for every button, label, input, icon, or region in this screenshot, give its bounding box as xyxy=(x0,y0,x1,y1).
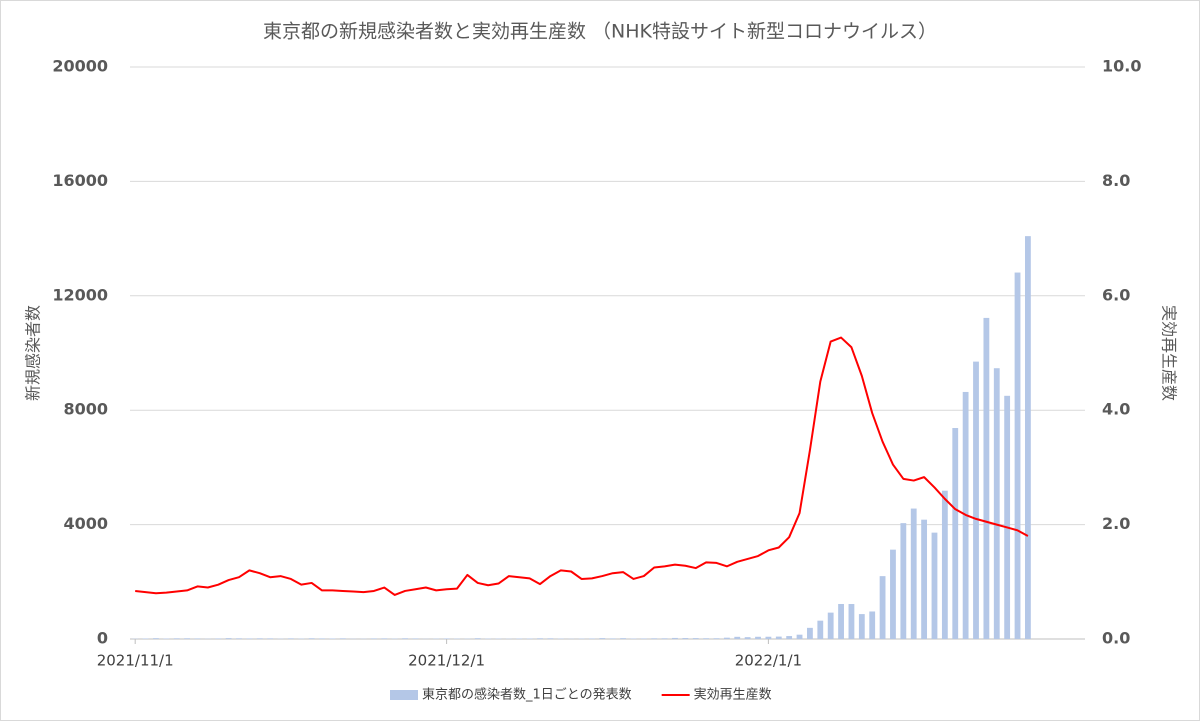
bar xyxy=(900,523,907,639)
chart-title: 東京都の新規感染者数と実効再生産数 （NHK特設サイト新型コロナウイルス） xyxy=(263,21,937,43)
bar xyxy=(1014,272,1021,639)
bar xyxy=(287,638,294,639)
bar xyxy=(526,638,533,639)
bar xyxy=(817,620,824,639)
bar xyxy=(775,636,782,639)
bar xyxy=(723,637,730,639)
bar xyxy=(682,638,689,639)
bar xyxy=(339,638,346,639)
bar xyxy=(153,638,159,639)
y-axis-title: 新規感染者数 xyxy=(24,305,43,401)
bar xyxy=(796,634,803,639)
line xyxy=(135,336,1029,596)
bar xyxy=(952,428,959,639)
bar xyxy=(827,612,834,639)
bar xyxy=(516,638,523,639)
bar xyxy=(1004,395,1011,639)
bar xyxy=(246,638,253,639)
bar xyxy=(838,603,844,639)
bar xyxy=(225,638,232,639)
bar xyxy=(755,636,761,639)
bar xyxy=(371,638,377,639)
bar xyxy=(941,490,948,639)
bar xyxy=(184,638,190,639)
bar xyxy=(879,576,886,639)
bar xyxy=(651,638,658,639)
bar xyxy=(931,532,938,639)
y2-tick-label: 8.0 xyxy=(1102,171,1130,190)
y-tick-label: 0 xyxy=(97,629,108,648)
bar xyxy=(589,638,595,639)
bar xyxy=(921,519,928,639)
legend-label: 東京都の感染者数_1日ごとの発表数 xyxy=(422,687,632,703)
bar xyxy=(858,614,865,639)
bar xyxy=(599,638,606,639)
bar xyxy=(412,638,419,639)
bar xyxy=(173,638,180,639)
y2-tick-label: 0.0 xyxy=(1102,629,1130,648)
legend-swatch xyxy=(390,690,418,700)
bar xyxy=(848,604,855,639)
y-tick-label: 4000 xyxy=(63,514,108,533)
y2-axis-title: 実効再生産数 xyxy=(1160,305,1179,401)
bar xyxy=(537,638,543,639)
bar xyxy=(381,638,388,639)
bar xyxy=(329,638,336,639)
bar xyxy=(267,638,274,639)
y-tick-label: 8000 xyxy=(63,400,108,419)
bar xyxy=(703,638,710,639)
y2-tick-label: 4.0 xyxy=(1102,400,1130,419)
bar xyxy=(786,636,793,639)
y2-tick-label: 2.0 xyxy=(1102,514,1130,533)
bar xyxy=(661,638,668,639)
bar xyxy=(142,638,149,639)
bar xyxy=(236,638,242,639)
bar xyxy=(973,361,979,639)
bar xyxy=(807,627,813,639)
bar xyxy=(402,638,408,639)
y2-tick-label: 6.0 xyxy=(1102,285,1130,304)
x-tick-label: 2021/11/1 xyxy=(97,652,174,670)
bar xyxy=(640,638,647,639)
bar xyxy=(194,638,201,639)
bar xyxy=(1025,236,1031,640)
bar xyxy=(443,638,450,639)
bar xyxy=(890,549,896,639)
bar xyxy=(910,508,917,639)
bar xyxy=(308,638,315,639)
y-tick-label: 12000 xyxy=(52,285,108,304)
y-tick-label: 20000 xyxy=(52,57,108,76)
bar xyxy=(215,638,222,639)
bar xyxy=(547,638,554,639)
bar xyxy=(620,638,626,639)
bar xyxy=(993,368,1000,639)
bar xyxy=(692,638,699,639)
bar xyxy=(869,611,876,639)
bar xyxy=(734,636,741,639)
x-tick-label: 2021/12/1 xyxy=(408,652,485,670)
bar xyxy=(474,638,481,639)
bar xyxy=(672,637,678,639)
bar xyxy=(609,638,616,639)
bar xyxy=(713,638,720,639)
y-tick-label: 16000 xyxy=(52,171,108,190)
bar xyxy=(319,638,325,639)
y2-tick-label: 10.0 xyxy=(1102,57,1141,76)
bar xyxy=(765,636,772,639)
legend-label: 実効再生産数 xyxy=(694,687,772,703)
bar xyxy=(256,638,263,639)
bar xyxy=(744,637,751,639)
x-tick-label: 2022/1/1 xyxy=(735,652,802,670)
bar xyxy=(983,317,990,639)
